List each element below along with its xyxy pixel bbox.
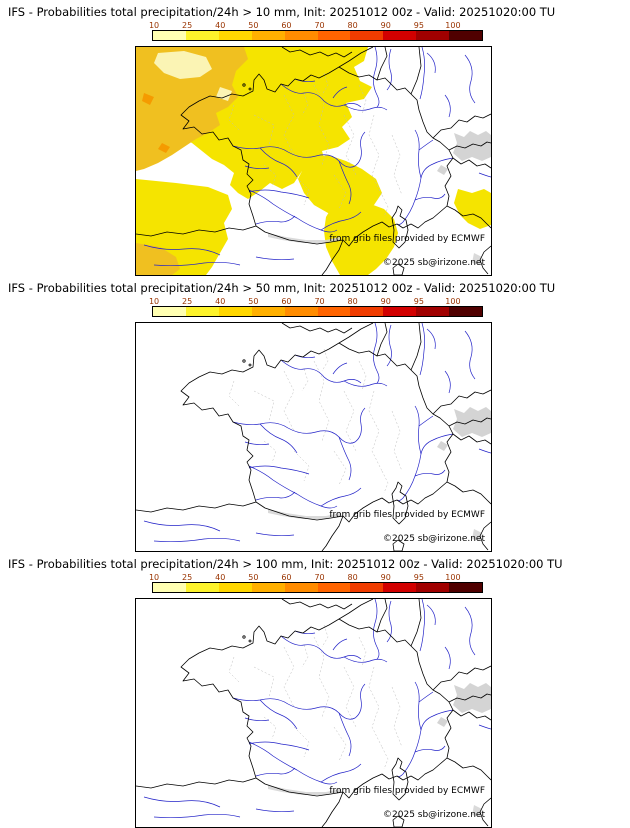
colorbar-tick-label: 25 xyxy=(182,21,193,30)
colorbar-segment xyxy=(350,31,384,40)
colorbar-tick-labels: 10 25 40 50 60 70 80 90 95 100 xyxy=(148,21,483,30)
colorbar-tick-label: 25 xyxy=(182,297,193,306)
colorbar-segment xyxy=(350,307,384,316)
colorbar-segment xyxy=(317,583,351,592)
colorbar-segment xyxy=(449,307,483,316)
colorbar-segment xyxy=(284,31,318,40)
colorbar-scale xyxy=(152,582,483,593)
copyright-text: ©2025 sb@irizone.net xyxy=(383,810,485,820)
colorbar-segment xyxy=(251,583,285,592)
ecmwf-attribution: from grib files provided by ECMWF xyxy=(329,234,485,244)
colorbar-tick-label: 60 xyxy=(281,573,292,582)
colorbar-tick-label: 80 xyxy=(347,297,358,306)
map-frame: from grib files provided by ECMWF ©2025 … xyxy=(135,322,492,552)
panel-precip-50mm: IFS - Probabilities total precipitation/… xyxy=(0,276,630,552)
panel-title: IFS - Probabilities total precipitation/… xyxy=(8,281,556,295)
colorbar-segment xyxy=(449,583,483,592)
copyright-text: ©2025 sb@irizone.net xyxy=(383,258,485,268)
colorbar-tick-label: 100 xyxy=(445,21,461,30)
colorbar-segment xyxy=(251,31,285,40)
colorbar-segment xyxy=(416,307,450,316)
colorbar-tick-label: 40 xyxy=(215,573,226,582)
colorbar-tick-label: 40 xyxy=(215,21,226,30)
colorbar-segment xyxy=(383,307,417,316)
colorbar: 10 25 40 50 60 70 80 90 95 100 xyxy=(148,573,483,593)
colorbar-tick-labels: 10 25 40 50 60 70 80 90 95 100 xyxy=(148,573,483,582)
colorbar-scale xyxy=(152,30,483,41)
colorbar-segment xyxy=(218,31,252,40)
panel-title: IFS - Probabilities total precipitation/… xyxy=(8,557,563,571)
colorbar-tick-label: 95 xyxy=(413,297,424,306)
colorbar-segment xyxy=(350,583,384,592)
colorbar-segment xyxy=(153,31,186,40)
copyright-text: ©2025 sb@irizone.net xyxy=(383,534,485,544)
colorbar-tick-label: 90 xyxy=(380,573,391,582)
colorbar: 10 25 40 50 60 70 80 90 95 100 xyxy=(148,297,483,317)
colorbar-segment xyxy=(218,583,252,592)
panel-precip-100mm: IFS - Probabilities total precipitation/… xyxy=(0,552,630,828)
colorbar-tick-label: 70 xyxy=(314,21,325,30)
colorbar-segment xyxy=(218,307,252,316)
colorbar-tick-labels: 10 25 40 50 60 70 80 90 95 100 xyxy=(148,297,483,306)
colorbar-tick-label: 80 xyxy=(347,573,358,582)
colorbar-segment xyxy=(153,583,186,592)
colorbar-segment xyxy=(153,307,186,316)
colorbar-segment xyxy=(185,31,219,40)
colorbar-tick-label: 95 xyxy=(413,573,424,582)
colorbar-segment xyxy=(449,31,483,40)
colorbar-tick-label: 100 xyxy=(445,573,461,582)
colorbar-segment xyxy=(416,583,450,592)
colorbar-tick-label: 50 xyxy=(248,573,259,582)
colorbar-segment xyxy=(185,307,219,316)
colorbar-tick-label: 50 xyxy=(248,21,259,30)
map-frame: from grib files provided by ECMWF ©2025 … xyxy=(135,598,492,828)
colorbar-tick-label: 80 xyxy=(347,21,358,30)
map-frame: from grib files provided by ECMWF ©2025 … xyxy=(135,46,492,276)
ecmwf-attribution: from grib files provided by ECMWF xyxy=(329,786,485,796)
colorbar-tick-label: 90 xyxy=(380,21,391,30)
colorbar-segment xyxy=(317,307,351,316)
colorbar-tick-label: 10 xyxy=(148,297,160,306)
colorbar-tick-label: 100 xyxy=(445,297,461,306)
colorbar-tick-label: 95 xyxy=(413,21,424,30)
colorbar-tick-label: 10 xyxy=(148,21,160,30)
colorbar: 10 25 40 50 60 70 80 90 95 100 xyxy=(148,21,483,41)
ecmwf-attribution: from grib files provided by ECMWF xyxy=(329,510,485,520)
colorbar-tick-label: 40 xyxy=(215,297,226,306)
colorbar-tick-label: 70 xyxy=(314,297,325,306)
colorbar-tick-label: 10 xyxy=(148,573,160,582)
colorbar-tick-label: 50 xyxy=(248,297,259,306)
colorbar-segment xyxy=(317,31,351,40)
colorbar-segment xyxy=(284,307,318,316)
colorbar-tick-label: 60 xyxy=(281,297,292,306)
colorbar-segment xyxy=(383,583,417,592)
colorbar-segment xyxy=(383,31,417,40)
panel-title: IFS - Probabilities total precipitation/… xyxy=(8,5,556,19)
colorbar-segment xyxy=(185,583,219,592)
colorbar-tick-label: 90 xyxy=(380,297,391,306)
colorbar-tick-label: 25 xyxy=(182,573,193,582)
colorbar-scale xyxy=(152,306,483,317)
panel-precip-10mm: IFS - Probabilities total precipitation/… xyxy=(0,0,630,276)
colorbar-segment xyxy=(284,583,318,592)
colorbar-tick-label: 60 xyxy=(281,21,292,30)
colorbar-segment xyxy=(416,31,450,40)
colorbar-tick-label: 70 xyxy=(314,573,325,582)
colorbar-segment xyxy=(251,307,285,316)
